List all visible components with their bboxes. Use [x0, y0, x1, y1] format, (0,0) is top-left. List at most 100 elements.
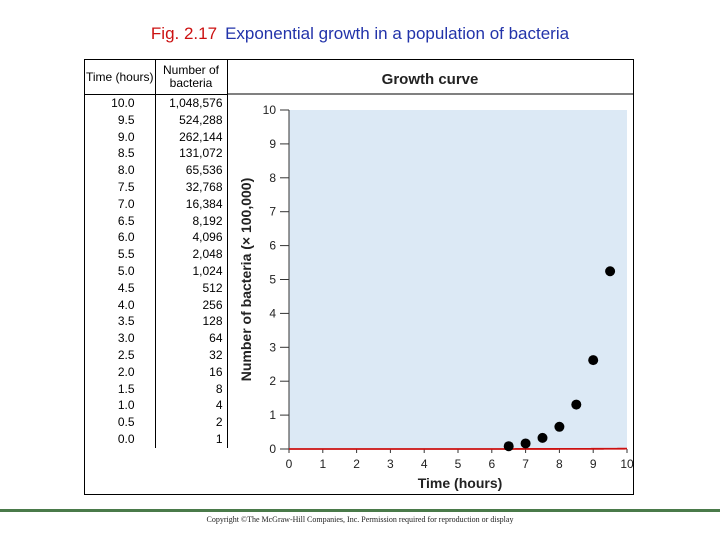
count-cell: 512: [155, 279, 228, 297]
x-tick-label: 6: [488, 457, 495, 471]
figure-panel: Time (hours) Number of bacteria 10.0 1,04…: [84, 59, 634, 495]
time-cell: 0.5: [85, 414, 156, 431]
x-axis-label: Time (hours): [418, 475, 503, 491]
table-row: 2.0 16: [85, 363, 228, 381]
x-tick-label: 7: [522, 457, 529, 471]
figure-title: Fig. 2.17 Exponential growth in a populat…: [0, 24, 720, 44]
y-tick-label: 6: [269, 239, 276, 253]
y-tick-label: 9: [269, 137, 276, 151]
time-cell: 4.5: [85, 279, 156, 297]
count-cell: 131,072: [155, 145, 228, 163]
x-tick-label: 5: [455, 457, 462, 471]
count-cell: 128: [155, 313, 228, 331]
table-row: 1.5 8: [85, 380, 228, 398]
x-tick-label: 9: [590, 457, 597, 471]
plot-area: [289, 110, 627, 449]
header-bacteria: Number of bacteria: [155, 60, 228, 95]
x-tick-label: 1: [319, 457, 326, 471]
count-cell: 262,144: [155, 128, 228, 146]
count-cell: 524,288: [155, 111, 228, 129]
time-cell: 2.0: [85, 363, 156, 381]
count-cell: 32: [155, 346, 228, 364]
y-axis-label: Number of bacteria (× 100,000): [238, 178, 254, 381]
table-row: 4.5 512: [85, 279, 228, 297]
time-cell: 4.0: [85, 296, 156, 314]
time-cell: 9.0: [85, 128, 156, 146]
time-cell: 5.0: [85, 262, 156, 280]
copyright-footer: Copyright ©The McGraw-Hill Companies, In…: [206, 515, 514, 524]
y-tick-label: 4: [269, 306, 276, 320]
table-row: 7.0 16,384: [85, 195, 228, 213]
x-tick-label: 8: [556, 457, 563, 471]
data-point: [554, 421, 565, 432]
count-cell: 8,192: [155, 212, 228, 230]
x-tick-label: 4: [421, 457, 428, 471]
time-cell: 1.0: [85, 397, 156, 415]
y-tick-label: 3: [269, 340, 276, 354]
time-cell: 7.5: [85, 178, 156, 196]
data-point: [537, 432, 548, 443]
table-row: 5.5 2,048: [85, 246, 228, 263]
time-cell: 3.0: [85, 330, 156, 347]
time-cell: 6.5: [85, 212, 156, 230]
count-cell: 4: [155, 397, 228, 415]
count-cell: 16,384: [155, 195, 228, 213]
x-tick-label: 3: [387, 457, 394, 471]
table-body: 10.0 1,048,576 9.5 524,288 9.0 262,144 8.5 131,…: [85, 94, 228, 448]
time-cell: 2.5: [85, 346, 156, 364]
data-point: [520, 438, 531, 449]
table-row: 0.5 2: [85, 414, 228, 431]
table-row: 0.0 1: [85, 430, 228, 448]
table-row: 6.5 8,192: [85, 212, 228, 230]
table-row: 1.0 4: [85, 397, 228, 415]
time-cell: 8.5: [85, 145, 156, 163]
count-cell: 32,768: [155, 178, 228, 196]
table-row: 3.0 64: [85, 330, 228, 347]
figure-caption: Exponential growth in a population of ba…: [225, 24, 570, 43]
data-point: [503, 441, 514, 452]
time-cell: 5.5: [85, 246, 156, 263]
time-cell: 3.5: [85, 313, 156, 331]
count-cell: 256: [155, 296, 228, 314]
y-tick-label: 10: [263, 103, 277, 117]
count-cell: 1,048,576: [155, 94, 228, 112]
count-cell: 1,024: [155, 262, 228, 280]
time-cell: 10.0: [85, 94, 156, 112]
time-cell: 7.0: [85, 195, 156, 213]
table-row: 5.0 1,024: [85, 262, 228, 280]
count-cell: 16: [155, 363, 228, 381]
data-point: [605, 266, 616, 277]
y-tick-label: 1: [269, 408, 276, 422]
chart-title: Growth curve: [382, 71, 479, 88]
y-tick-label: 2: [269, 374, 276, 388]
data-table: Time (hours) Number of bacteria 10.0 1,04…: [85, 60, 228, 448]
time-cell: 0.0: [85, 430, 156, 448]
table-row: 7.5 32,768: [85, 178, 228, 196]
table-row: 10.0 1,048,576: [85, 94, 228, 112]
count-cell: 2: [155, 414, 228, 431]
x-tick-label: 10: [620, 457, 633, 471]
time-cell: 1.5: [85, 380, 156, 398]
header-time: Time (hours): [85, 60, 156, 95]
table-row: 9.5 524,288: [85, 111, 228, 129]
table-row: 4.0 256: [85, 296, 228, 314]
y-tick-label: 8: [269, 171, 276, 185]
time-cell: 9.5: [85, 111, 156, 129]
count-cell: 65,536: [155, 162, 228, 179]
y-tick-label: 7: [269, 205, 276, 219]
data-point: [571, 399, 582, 410]
table-row: 9.0 262,144: [85, 128, 228, 146]
footer-rule: [0, 509, 720, 512]
figure-number: Fig. 2.17: [150, 24, 218, 43]
y-tick-label: 5: [269, 273, 276, 287]
table-row: 8.0 65,536: [85, 162, 228, 179]
time-cell: 8.0: [85, 162, 156, 179]
x-tick-label: 2: [353, 457, 360, 471]
count-cell: 64: [155, 330, 228, 347]
x-tick-label: 0: [286, 457, 293, 471]
table-row: 3.5 128: [85, 313, 228, 331]
table-row: 6.0 4,096: [85, 229, 228, 247]
count-cell: 4,096: [155, 229, 228, 247]
count-cell: 8: [155, 380, 228, 398]
count-cell: 1: [155, 430, 228, 448]
